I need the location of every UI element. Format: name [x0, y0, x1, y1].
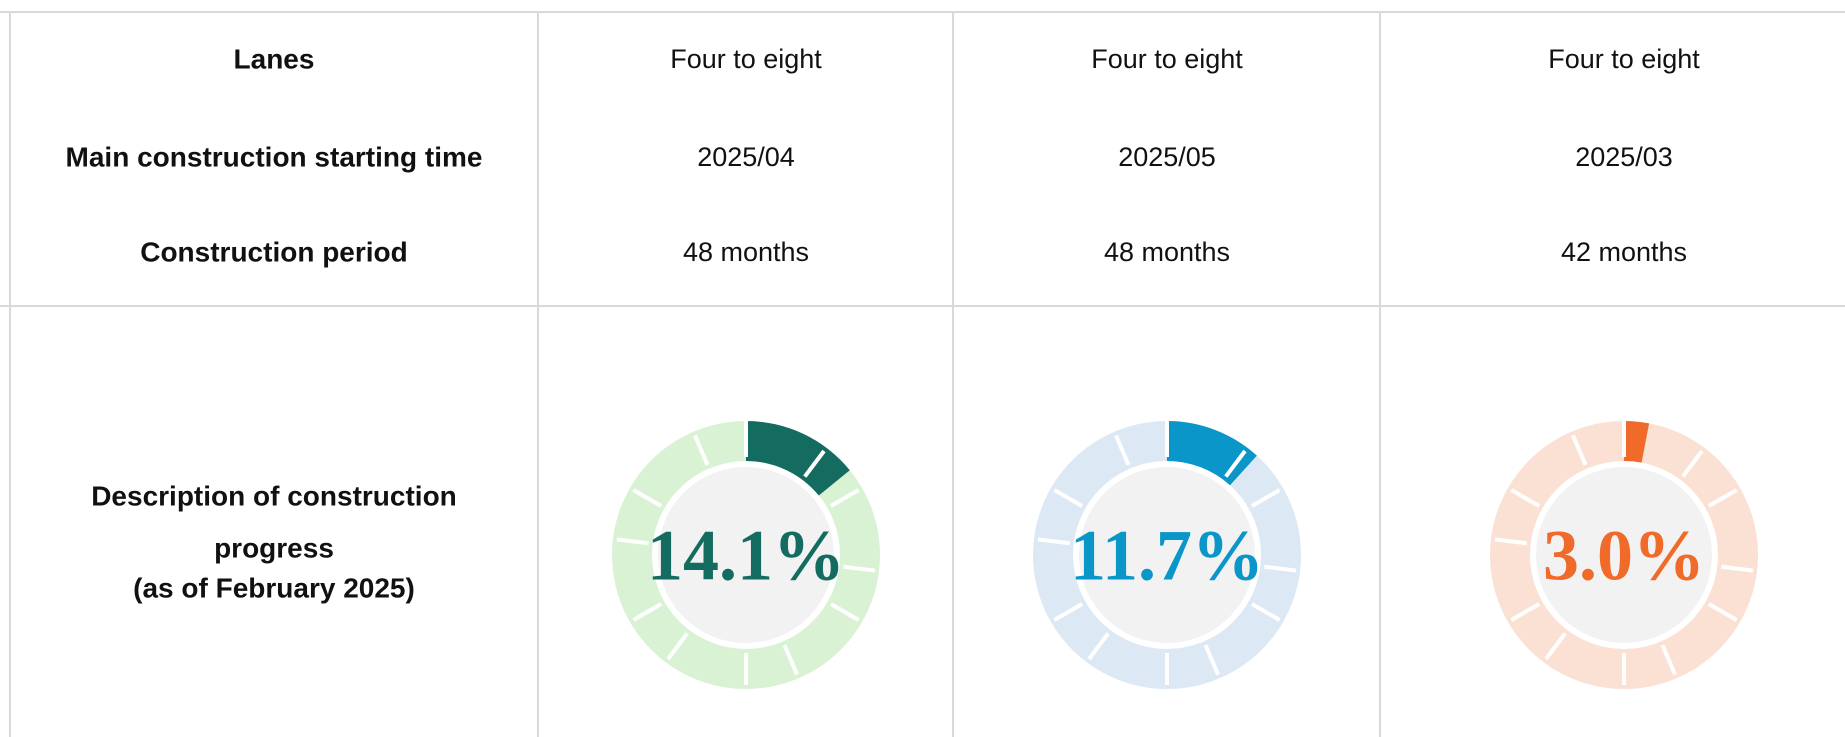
donut-tick	[1494, 537, 1527, 546]
row-label: Construction period	[140, 236, 408, 267]
cell-value: 2025/03	[1575, 142, 1673, 172]
cell-value: Four to eight	[670, 44, 822, 74]
donut-tick	[829, 602, 860, 622]
donut-tick	[1087, 632, 1110, 661]
donut-tick	[1681, 449, 1704, 478]
donut-tick	[1660, 644, 1677, 676]
donut-progress	[1624, 421, 1650, 463]
donut-progress	[746, 421, 850, 496]
donut-tick	[1707, 488, 1738, 508]
row-label: Lanes	[234, 43, 315, 74]
donut-tick	[1250, 488, 1281, 508]
donut-tick	[1264, 564, 1297, 573]
donut-tick	[1510, 488, 1541, 508]
donut-tick	[1114, 434, 1131, 466]
progress-label: progress	[214, 532, 334, 563]
cell-value: 2025/05	[1118, 142, 1216, 172]
donut-tick	[632, 602, 663, 622]
donut-tick	[632, 488, 663, 508]
donut-tick	[1224, 449, 1247, 478]
donut-hole	[1532, 463, 1716, 647]
donut-tick	[1707, 602, 1738, 622]
cell-value: 42 months	[1561, 237, 1687, 267]
cell-value: 2025/04	[697, 142, 795, 172]
donut-tick	[1053, 488, 1084, 508]
donut-tick	[1721, 564, 1754, 573]
donut-tick	[693, 434, 710, 466]
donut-tick	[1203, 644, 1220, 676]
donut-tick	[666, 632, 689, 661]
donut-tick	[1510, 602, 1541, 622]
donut-hole	[1075, 463, 1259, 647]
donut-tick	[1571, 434, 1588, 466]
cell-value: 48 months	[1104, 237, 1230, 267]
progress-label: (as of February 2025)	[133, 572, 415, 603]
row-label: Main construction starting time	[66, 141, 483, 172]
donut-tick	[843, 564, 876, 573]
progress-label: Description of construction	[91, 480, 457, 511]
donut-hole	[654, 463, 838, 647]
progress-percent: 14.1%	[647, 516, 845, 596]
cell-value: Four to eight	[1091, 44, 1243, 74]
progress-percent: 3.0%	[1543, 516, 1705, 596]
donut-tick	[1250, 602, 1281, 622]
cell-value: 48 months	[683, 237, 809, 267]
donut-tick	[1544, 632, 1567, 661]
donut-tick	[803, 449, 826, 478]
donut-tick	[829, 488, 860, 508]
donut-tick	[1053, 602, 1084, 622]
donut-progress	[1167, 421, 1257, 486]
donut-tick	[1037, 537, 1070, 546]
donut-tick	[782, 644, 799, 676]
cell-value: Four to eight	[1548, 44, 1700, 74]
donut-tick	[616, 537, 649, 546]
progress-percent: 11.7%	[1070, 516, 1264, 596]
